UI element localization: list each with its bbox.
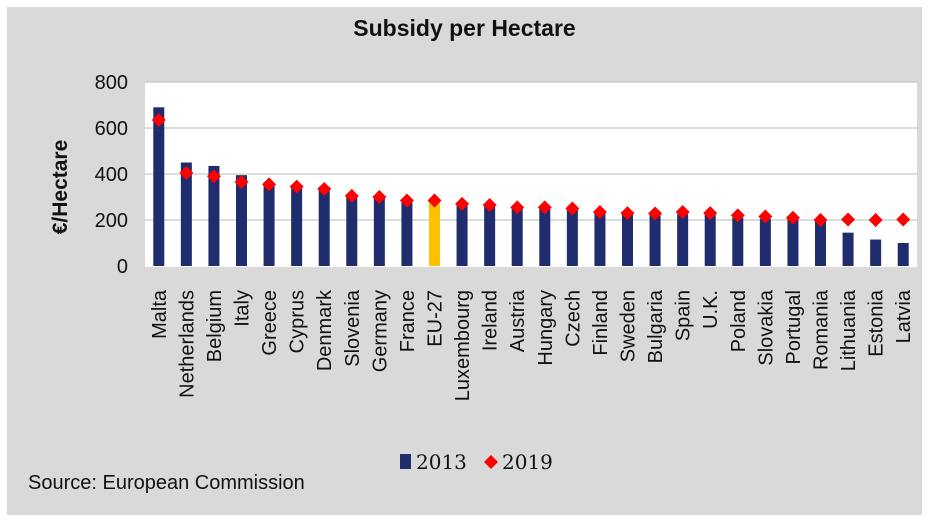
bar-2013 — [815, 221, 826, 266]
marker-2019 — [620, 206, 635, 221]
bar-2013 — [511, 207, 523, 266]
marker-2019 — [289, 179, 304, 194]
bar-2013 — [484, 205, 496, 266]
category-label: Romania — [811, 289, 833, 370]
category-label: Poland — [728, 290, 750, 352]
bar-2013 — [649, 213, 661, 266]
marker-2019 — [703, 206, 718, 221]
category-label: Ireland — [480, 290, 502, 351]
bar-2013 — [870, 239, 882, 266]
bar-2013 — [318, 186, 330, 266]
marker-2019 — [730, 208, 745, 223]
bar-2013 — [759, 218, 771, 266]
category-label: Spain — [673, 290, 695, 341]
marker-2019 — [262, 177, 277, 192]
category-label: Cyprus — [287, 290, 309, 353]
marker-2019 — [565, 201, 580, 216]
marker-2019 — [868, 213, 883, 227]
bar-2013 — [704, 214, 716, 266]
category-label: Hungary — [535, 290, 557, 366]
marker-2019 — [399, 193, 414, 208]
bar-2013 — [677, 214, 689, 266]
category-label: EU-27 — [425, 290, 447, 347]
category-label: Slovakia — [755, 289, 777, 365]
source-note: Source: European Commission — [28, 472, 305, 494]
legend-swatch-2019 — [484, 455, 498, 469]
bar-2013 — [401, 200, 413, 266]
category-label: France — [397, 290, 419, 352]
category-label: Latvia — [893, 289, 915, 343]
category-label: Malta — [149, 289, 171, 339]
chart-panel: Subsidy per Hectare 0 200 400 600 800 Malta N… — [7, 7, 922, 515]
bar-2013 — [897, 243, 909, 266]
category-label: Denmark — [314, 289, 336, 371]
y-tick-label: 0 — [117, 256, 128, 278]
category-label: Austria — [507, 289, 529, 352]
bar-2013 — [594, 211, 606, 266]
bar-2013 — [153, 107, 165, 266]
bar-2013 — [291, 185, 303, 266]
category-label: Italy — [232, 290, 254, 327]
bar-2013 — [373, 195, 385, 266]
marker-2019 — [482, 198, 497, 213]
y-tick-label: 400 — [95, 164, 128, 186]
y-axis-label: €/Hectare — [49, 140, 72, 235]
bar-2013 — [236, 175, 247, 266]
bar-2013 — [787, 218, 799, 266]
marker-2019 — [372, 190, 387, 204]
marker-2019 — [455, 196, 470, 211]
marker-2019 — [206, 169, 221, 184]
marker-2019 — [151, 112, 166, 127]
marker-2019 — [344, 188, 359, 203]
y-tick-label: 800 — [95, 72, 128, 94]
bar-2013 — [346, 194, 358, 266]
category-label: Czech — [562, 290, 584, 347]
category-label: Slovenia — [342, 289, 364, 367]
category-label: U.K. — [700, 290, 722, 329]
category-label: Netherlands — [176, 290, 198, 398]
legend-label-2013: 2013 — [416, 450, 467, 474]
y-tick-label: 600 — [95, 118, 128, 140]
bar-2013 — [539, 207, 551, 266]
marker-2019 — [537, 200, 552, 215]
marker-2019 — [896, 212, 911, 227]
chart-title: Subsidy per Hectare — [353, 15, 576, 41]
category-label: Finland — [590, 290, 612, 356]
chart-svg: 0 200 400 600 800 Malta Netherlands Belgium Ita… — [49, 72, 917, 474]
legend-swatch-2013 — [400, 454, 411, 469]
bar-2013 — [566, 208, 578, 266]
bar-2013 — [456, 203, 468, 266]
bar-2013 — [732, 217, 744, 266]
category-label: Sweden — [618, 290, 640, 362]
y-tick-label: 200 — [95, 210, 128, 232]
marker-2019 — [648, 206, 663, 221]
marker-2019 — [592, 204, 607, 219]
bar-2013 — [208, 165, 220, 266]
category-label: Greece — [259, 290, 281, 356]
marker-2019 — [758, 209, 773, 224]
marker-2019 — [234, 175, 249, 190]
marker-2019 — [179, 165, 194, 180]
marker-2019 — [841, 212, 856, 227]
bar-2013 — [429, 200, 440, 266]
bar-2013 — [622, 213, 633, 266]
category-label: Luxembourg — [452, 290, 474, 401]
bar-2013 — [263, 183, 275, 266]
marker-2019 — [510, 200, 525, 215]
bar-2013 — [842, 232, 854, 266]
marker-2019 — [427, 193, 442, 208]
category-label: Bulgaria — [645, 289, 667, 363]
marker-2019 — [813, 213, 828, 227]
category-label: Estonia — [866, 289, 888, 357]
category-label: Portugal — [783, 290, 805, 365]
category-label: Germany — [369, 290, 391, 372]
bar-2013 — [180, 162, 192, 266]
category-label: Lithuania — [838, 289, 860, 371]
legend-label-2019: 2019 — [502, 450, 553, 474]
marker-2019 — [785, 210, 800, 225]
marker-2019 — [317, 181, 332, 196]
category-label: Belgium — [204, 290, 226, 362]
marker-2019 — [675, 204, 690, 219]
